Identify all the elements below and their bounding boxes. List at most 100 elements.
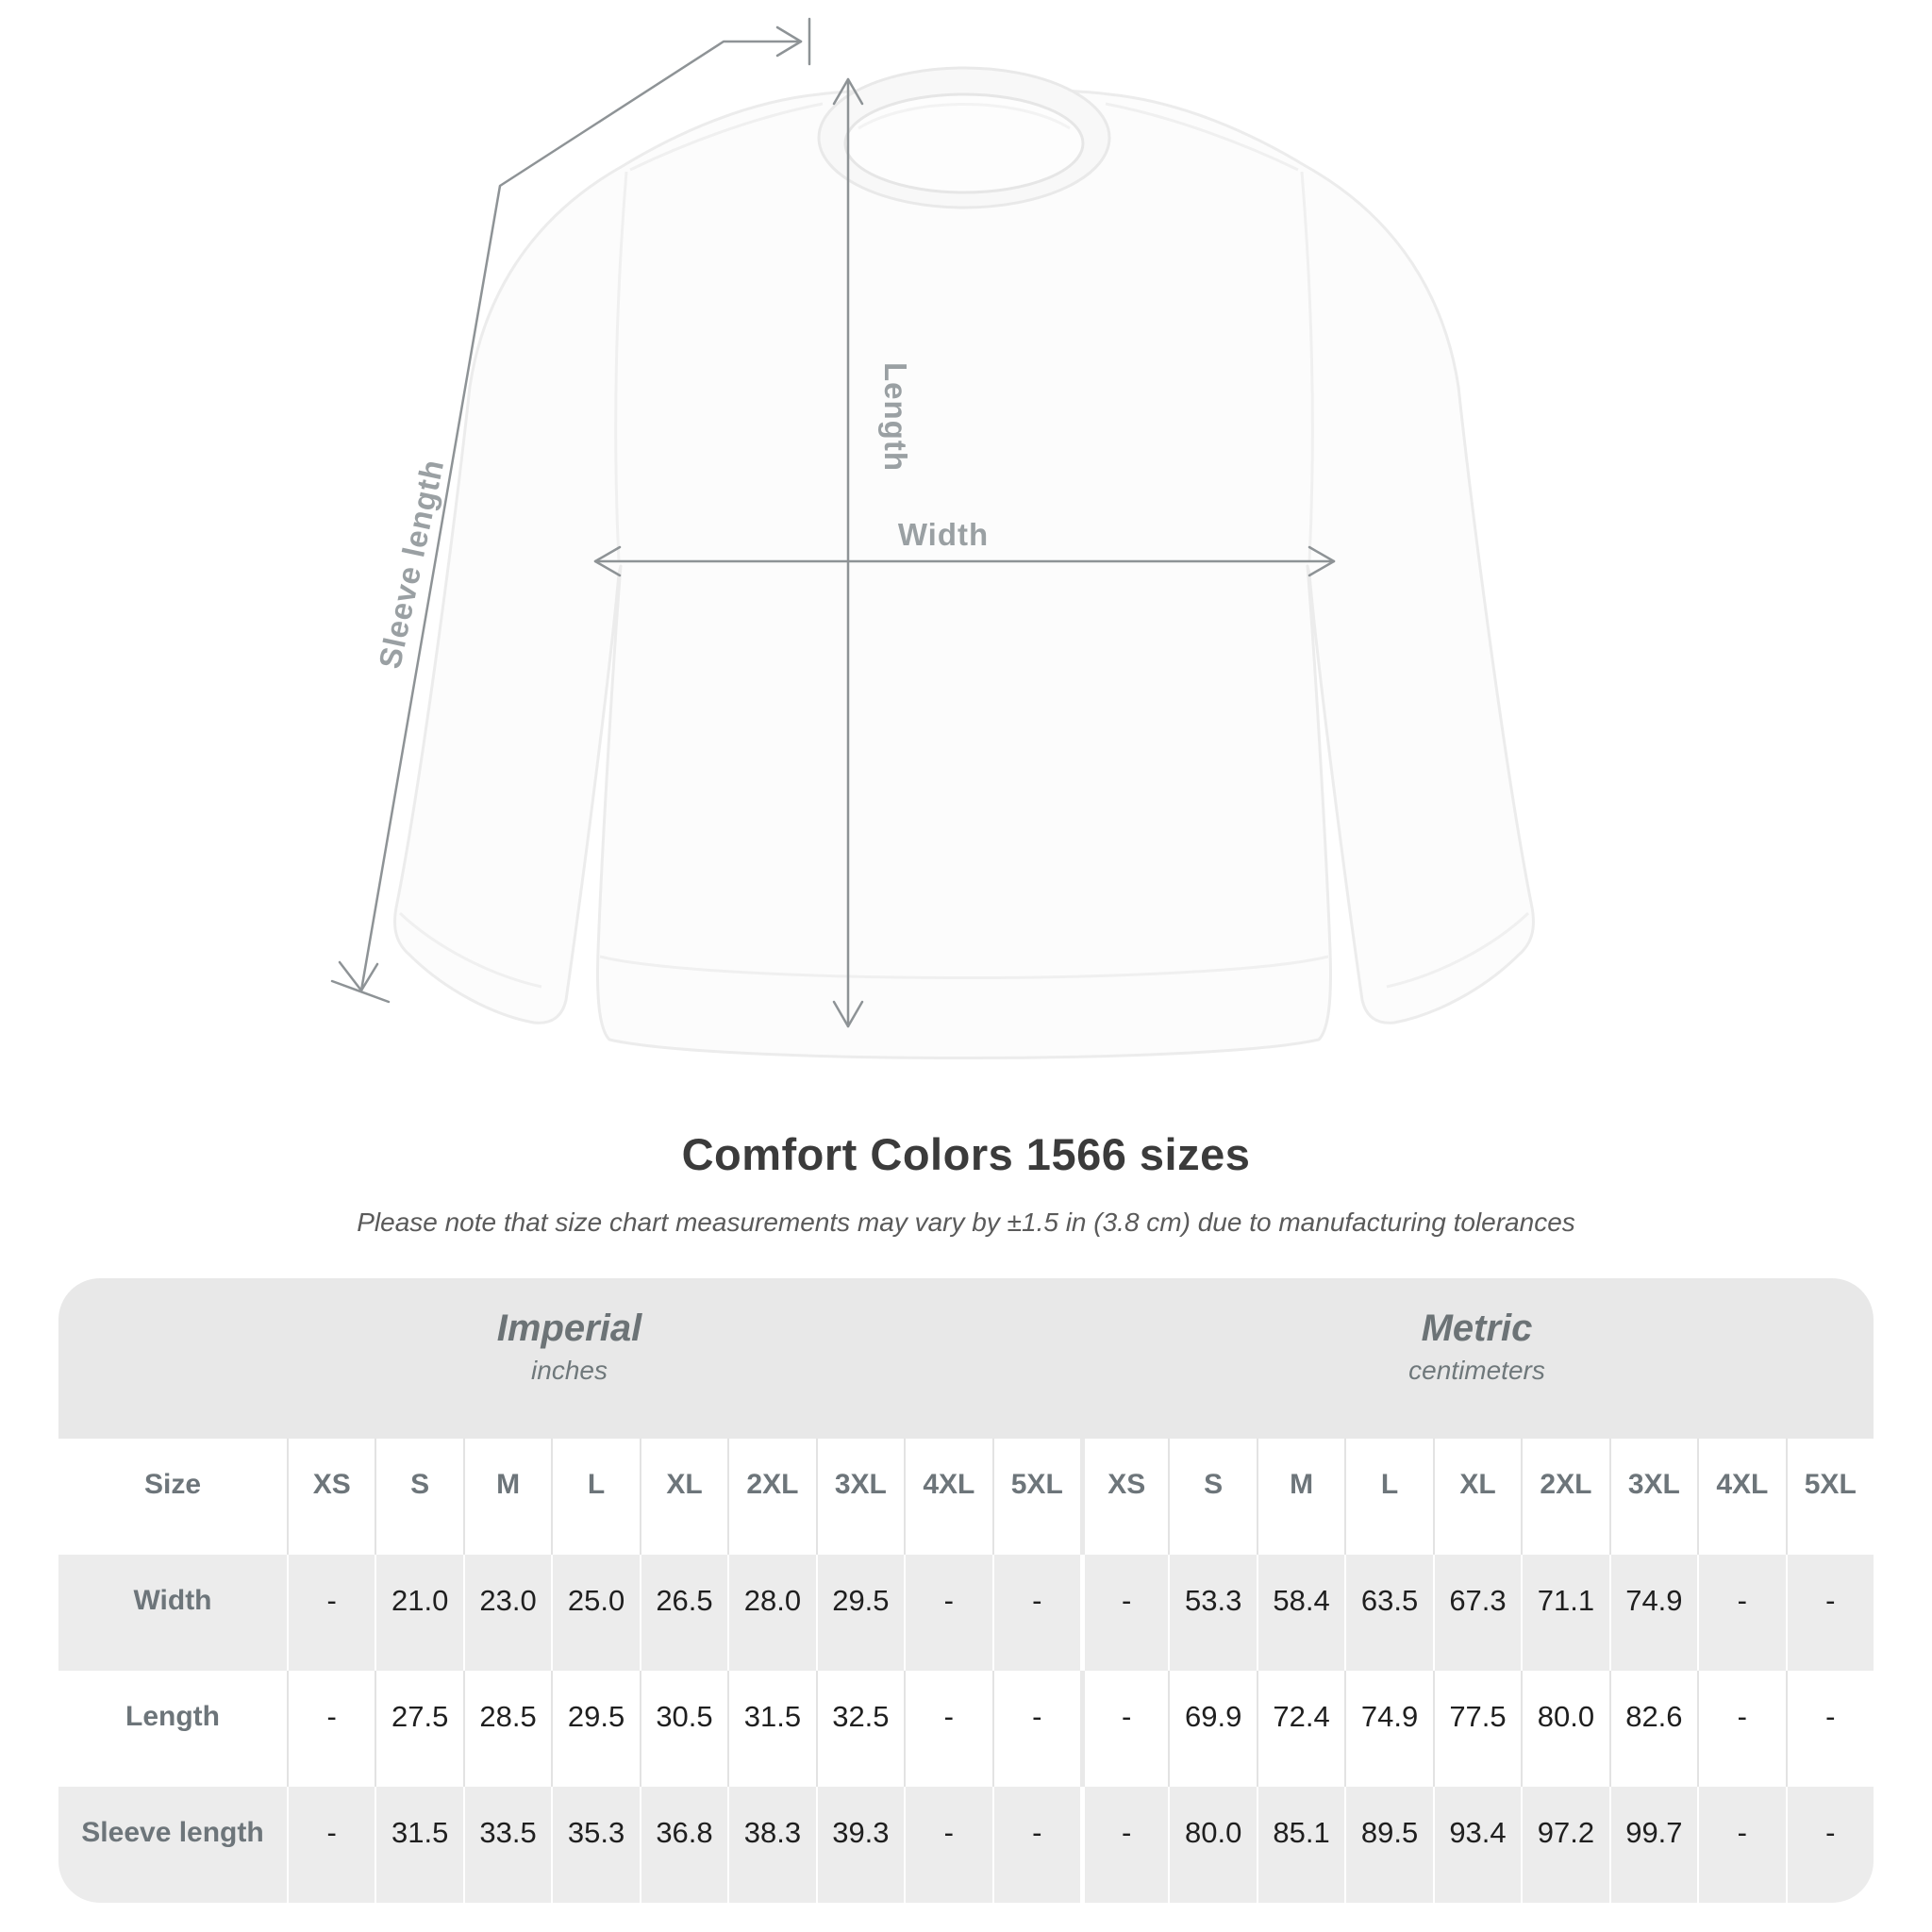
size-header-metric-4xl: 4XL [1697,1439,1786,1555]
metric-unit: centimeters [1408,1355,1545,1385]
value-imperial-3xl: 32.5 [815,1671,905,1787]
size-header-imperial-4xl: 4XL [904,1439,992,1555]
value-imperial-5xl: - [991,1555,1080,1671]
left-cuff-seam [398,911,542,989]
value-imperial-3xl: 39.3 [815,1787,905,1903]
row-label-length: Length [58,1671,287,1787]
value-metric-xl: 77.5 [1432,1671,1522,1787]
sleeve-measurement-line [330,17,811,1004]
value-imperial-5xl: - [991,1671,1080,1787]
value-imperial-s: 27.5 [375,1671,463,1787]
value-metric-l: 89.5 [1344,1787,1433,1903]
size-header-metric-m: M [1256,1439,1345,1555]
value-imperial-m: 33.5 [462,1787,552,1903]
collar-inner-shadow [858,103,1071,130]
size-header-imperial-2xl: 2XL [727,1439,816,1555]
size-header-imperial-s: S [375,1439,463,1555]
value-metric-2xl: 80.0 [1521,1671,1609,1787]
width-label: Width [898,517,989,552]
right-armhole-seam [1300,171,1314,563]
right-cuff-seam [1386,911,1530,989]
value-imperial-m: 23.0 [462,1555,552,1671]
size-column-header: Size [58,1439,287,1555]
right-shoulder-seam [1105,102,1299,172]
size-table: Imperial inches Metric centimeters Size X… [58,1278,1874,1903]
tolerance-note: Please note that size chart measurements… [357,1208,1575,1237]
value-metric-s: 80.0 [1168,1787,1257,1903]
value-metric-3xl: 74.9 [1608,1555,1698,1671]
value-imperial-2xl: 38.3 [727,1787,816,1903]
value-imperial-4xl: - [904,1671,992,1787]
value-imperial-2xl: 31.5 [727,1671,816,1787]
value-metric-s: 53.3 [1168,1555,1257,1671]
size-header-imperial-m: M [462,1439,552,1555]
size-header-metric-xs: XS [1079,1439,1169,1555]
size-header-imperial-xl: XL [639,1439,728,1555]
value-imperial-4xl: - [904,1555,992,1671]
value-imperial-xs: - [287,1555,375,1671]
value-imperial-2xl: 28.0 [727,1555,816,1671]
value-metric-5xl: - [1785,1787,1874,1903]
value-metric-l: 63.5 [1344,1555,1433,1671]
size-header-imperial-5xl: 5XL [991,1439,1080,1555]
page-title: Comfort Colors 1566 sizes [681,1129,1251,1179]
left-armhole-seam [614,171,628,563]
size-header-metric-2xl: 2XL [1521,1439,1609,1555]
imperial-unit: inches [531,1355,608,1385]
value-metric-xl: 93.4 [1432,1787,1522,1903]
left-shoulder-seam [629,102,824,172]
value-metric-4xl: - [1697,1787,1786,1903]
row-label-width: Width [58,1555,287,1671]
value-imperial-s: 31.5 [375,1787,463,1903]
value-imperial-xs: - [287,1671,375,1787]
value-metric-4xl: - [1697,1555,1786,1671]
value-metric-m: 85.1 [1256,1787,1345,1903]
size-header-metric-5xl: 5XL [1785,1439,1874,1555]
value-metric-5xl: - [1785,1555,1874,1671]
size-header-imperial-xs: XS [287,1439,375,1555]
sweatshirt-diagram: Length Width Sleeve length [330,17,1535,1059]
size-header-imperial-3xl: 3XL [815,1439,905,1555]
value-metric-2xl: 97.2 [1521,1787,1609,1903]
width-measurement-line [593,545,1336,577]
row-label-sleeve-length: Sleeve length [58,1787,287,1903]
value-imperial-3xl: 29.5 [815,1555,905,1671]
value-imperial-xl: 26.5 [639,1555,728,1671]
value-metric-l: 74.9 [1344,1671,1433,1787]
value-metric-m: 58.4 [1256,1555,1345,1671]
value-metric-4xl: - [1697,1671,1786,1787]
value-metric-5xl: - [1785,1671,1874,1787]
value-metric-m: 72.4 [1256,1671,1345,1787]
value-metric-xs: - [1079,1555,1169,1671]
metric-label: Metric [1421,1307,1533,1349]
value-metric-xs: - [1079,1671,1169,1787]
size-header-metric-l: L [1344,1439,1433,1555]
size-grid: Size XS S M L XL 2XL 3XL 4XL 5XL XS S M L XL 2XL 3XL 4XL 5… [58,1439,1874,1903]
length-measurement-line [832,77,864,1028]
value-metric-xl: 67.3 [1432,1555,1522,1671]
value-imperial-5xl: - [991,1787,1080,1903]
value-metric-3xl: 82.6 [1608,1671,1698,1787]
value-metric-s: 69.9 [1168,1671,1257,1787]
collar-opening [843,92,1085,194]
unit-group-band: Imperial inches Metric centimeters [58,1278,1874,1439]
size-header-metric-s: S [1168,1439,1257,1555]
imperial-label: Imperial [496,1307,642,1349]
sweatshirt-illustration [393,87,1535,1059]
value-imperial-4xl: - [904,1787,992,1903]
value-imperial-xs: - [287,1787,375,1903]
value-imperial-l: 25.0 [551,1555,640,1671]
value-metric-xs: - [1079,1787,1169,1903]
size-header-imperial-l: L [551,1439,640,1555]
value-metric-2xl: 71.1 [1521,1555,1609,1671]
size-header-metric-3xl: 3XL [1608,1439,1698,1555]
value-imperial-l: 35.3 [551,1787,640,1903]
length-label: Length [878,362,913,472]
imperial-group-header: Imperial inches [58,1278,1080,1439]
size-header-metric-xl: XL [1432,1439,1522,1555]
value-imperial-s: 21.0 [375,1555,463,1671]
metric-group-header: Metric centimeters [1080,1278,1874,1439]
value-imperial-l: 29.5 [551,1671,640,1787]
hem-seam [599,955,1329,979]
